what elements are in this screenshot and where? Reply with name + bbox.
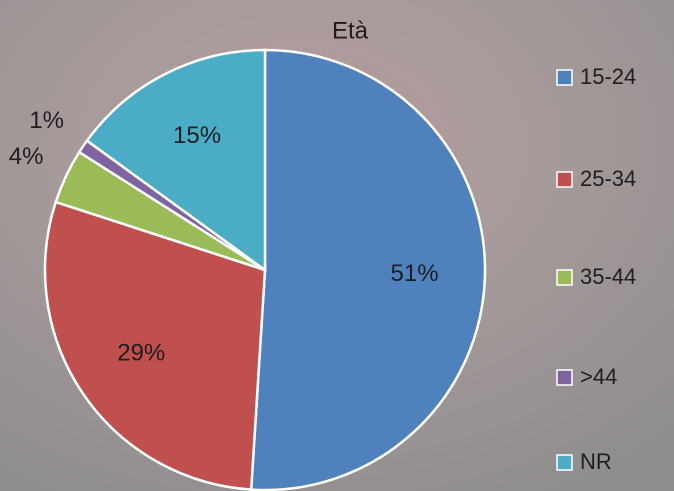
legend-swatch	[556, 454, 573, 471]
legend-swatch	[556, 269, 573, 286]
pie-slice	[43, 200, 267, 491]
legend-swatch	[556, 69, 573, 86]
data-label: 29%	[117, 339, 165, 366]
pie-slice	[249, 48, 487, 491]
legend-label: 15-24	[580, 64, 636, 89]
legend-swatch	[556, 369, 573, 386]
legend-label: 25-34	[580, 166, 636, 191]
legend-label: >44	[580, 364, 617, 389]
legend-label: 35-44	[580, 264, 636, 289]
chart-title: Età	[332, 17, 369, 44]
data-label: 51%	[391, 260, 439, 287]
legend-label: NR	[580, 449, 612, 474]
data-label: 1%	[29, 107, 64, 134]
pie-slice	[85, 48, 267, 273]
data-label: 4%	[9, 143, 44, 170]
data-label: 15%	[173, 122, 221, 149]
legend-swatch	[556, 171, 573, 188]
